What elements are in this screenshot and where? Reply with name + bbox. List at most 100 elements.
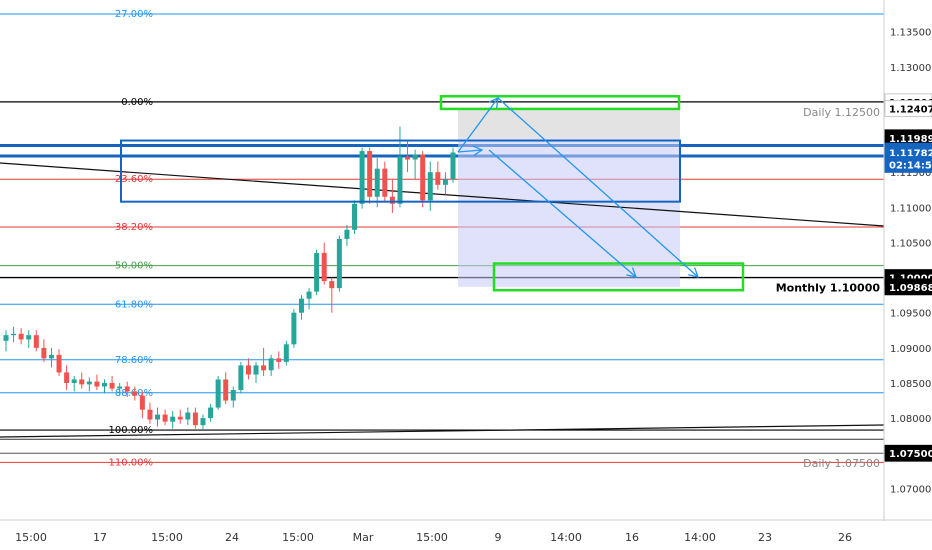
price-tag-label: 1.07500 [889,449,932,460]
candle-body [306,291,312,299]
target-box-bottom[interactable] [492,262,745,292]
projection-arrow-path [457,149,483,153]
x-tick-label: 15:00 [15,531,47,544]
candle-body [261,365,267,371]
candle-body [3,335,9,341]
stop-zone [458,137,680,287]
x-tick-label: 15:00 [151,531,183,544]
candle-body [170,416,176,422]
y-tick-label: 1.10500 [890,238,931,249]
candle-body [291,312,297,345]
resistance-box[interactable] [120,139,681,203]
level-label: Monthly 1.10000 [776,282,881,295]
candle-body [132,391,138,396]
candle-body [11,333,17,336]
candle-body [109,382,115,389]
candle-body [48,354,54,359]
candle-body [192,412,198,426]
candle-body [155,414,161,420]
x-tick-label: 9 [495,531,502,544]
y-tick-label: 1.13000 [890,63,931,74]
candle-body [41,347,47,359]
fib-label: 100.00% [109,425,154,436]
candle-body [238,365,244,390]
candle-body [33,335,39,348]
y-tick-label: 1.11500 [890,168,931,179]
candle-body [382,168,388,197]
trend-line-lower [0,424,885,438]
candle-body [412,154,418,160]
price-tag [884,444,932,462]
target-box-top[interactable] [439,95,681,111]
candle-body [71,379,77,383]
fib-label: -27.00% [111,9,153,20]
candle-body [374,168,380,197]
candle-body [79,379,85,385]
candle-body [283,344,289,362]
candle-body [124,386,130,392]
target-zone [458,108,680,138]
price-tag [884,100,932,117]
candle-body [321,252,327,282]
x-tick-label: 14:00 [550,531,582,544]
x-tick-label: 26 [838,531,852,544]
candle-body [427,172,433,201]
candle-body [344,229,350,239]
candle-body [230,390,236,401]
price-tag-label: 02:14:57 [889,160,932,171]
candle-body [420,154,426,201]
candle-body [26,335,32,340]
candle-body [101,382,107,387]
y-tick-label: 1.11000 [890,203,931,214]
candle-body [367,151,373,197]
candle-body [215,379,221,408]
level-label: Daily 1.07500 [803,457,880,470]
fib-label: 38.20% [115,222,153,233]
candle-body [245,365,251,375]
y-tick-label: 1.09000 [890,344,931,355]
fib-label: 23.60% [115,174,153,185]
price-tag [884,156,932,173]
projection-arrow-path [488,149,637,278]
fib-label: 61.80% [115,299,153,310]
arrow-head-icon [472,145,484,157]
candle-body [435,172,441,185]
candle-body [253,365,259,375]
fib-label: 110.00% [109,457,154,468]
x-tick-label: 14:00 [684,531,716,544]
candle-body [185,412,191,420]
candle-body [359,151,365,204]
candle-body [208,407,214,419]
candle-body [276,358,282,362]
candle-body [162,414,168,422]
x-tick-label: 24 [225,531,239,544]
price-tag [884,278,932,296]
candle-body [139,395,145,410]
y-tick-label: 1.08000 [890,414,931,425]
time-axis-background [0,521,932,550]
x-tick-label: 17 [93,531,107,544]
candle-body [268,358,274,371]
candle-body [94,381,100,387]
x-tick-label: 15:00 [282,531,314,544]
candle-body [389,196,395,204]
candle-body [397,156,403,204]
x-tick-label: 23 [758,531,772,544]
price-tag-label: 1.11989 [889,134,932,145]
candle-body [442,179,448,185]
candle-body [329,281,335,289]
candle-body [18,333,24,340]
price-tag-label: 1.09868 [889,283,932,294]
candle-body [86,381,92,385]
price-tag-label: 1.12407 [889,104,932,115]
arrow-head-icon [626,267,638,278]
fib-label: 50.00% [115,261,153,272]
level-label: Daily 1.12500 [803,106,880,119]
candle-body [450,152,456,180]
x-tick-label: Mar [353,531,374,544]
fib-label: 78.60% [115,355,153,366]
y-tick-label: 1.13500 [890,28,931,39]
candle-body [177,416,183,420]
x-tick-label: 16 [625,531,639,544]
x-tick-label: 15:00 [416,531,448,544]
